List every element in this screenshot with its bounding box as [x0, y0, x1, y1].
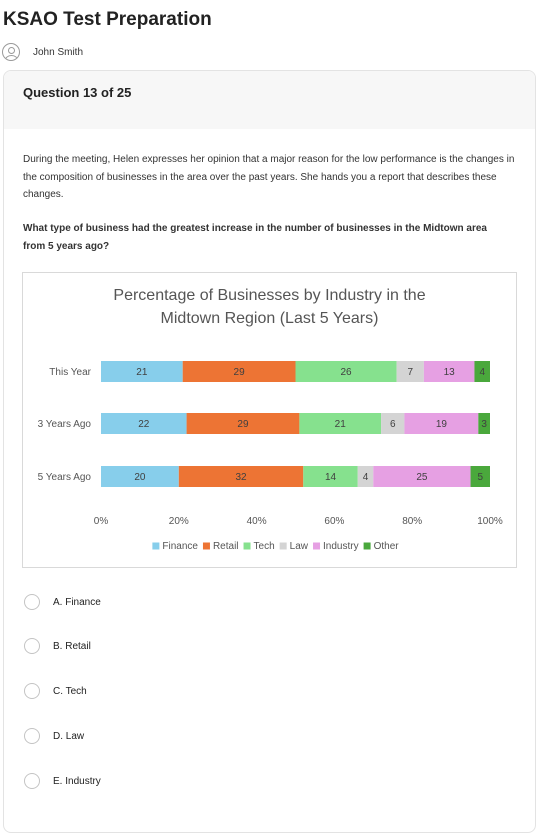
- option-c[interactable]: C. Tech: [24, 681, 324, 701]
- data-label-finance-this-year: 21: [136, 367, 148, 378]
- question-header: Question 13 of 25: [4, 71, 535, 129]
- legend-label-other: Other: [374, 541, 400, 552]
- bar-other-3-years-ago: [478, 413, 490, 434]
- bar-tech-this-year: [295, 361, 397, 382]
- user-info: John Smith: [2, 42, 83, 62]
- question-prompt: What type of business had the greatest i…: [23, 223, 487, 252]
- legend-swatch-law: [279, 542, 287, 550]
- category-label-this-year: This Year: [49, 367, 91, 378]
- bar-industry-this-year: [423, 361, 475, 382]
- data-label-industry-this-year: 13: [444, 367, 456, 378]
- chart-container: Percentage of Businesses by Industry in …: [22, 272, 517, 568]
- bar-retail-5-years-ago: [178, 466, 304, 487]
- data-label-other-5-years-ago: 5: [477, 472, 483, 483]
- data-label-industry-3-years-ago: 19: [436, 419, 448, 430]
- bar-tech-3-years-ago: [299, 413, 382, 434]
- option-label-c: C. Tech: [53, 685, 87, 697]
- option-a[interactable]: A. Finance: [24, 592, 324, 612]
- option-label-d: D. Law: [53, 730, 85, 742]
- user-circle-icon: [2, 43, 20, 61]
- user-name: John Smith: [33, 46, 84, 58]
- data-label-tech-this-year: 26: [341, 367, 353, 378]
- legend-swatch-industry: [313, 542, 321, 550]
- data-label-retail-3-years-ago: 29: [237, 419, 249, 430]
- question-passage: During the meeting, Helen expresses her …: [23, 154, 515, 200]
- bar-industry-5-years-ago: [373, 466, 471, 487]
- legend-label-retail: Retail: [213, 541, 239, 552]
- data-label-tech-5-years-ago: 14: [325, 472, 337, 483]
- data-label-other-this-year: 4: [479, 367, 485, 378]
- radio-button-a[interactable]: [24, 594, 40, 610]
- x-tick-label-3: 60%: [324, 516, 344, 527]
- bar-law-this-year: [396, 361, 424, 382]
- option-label-a: A. Finance: [53, 596, 101, 608]
- radio-button-b[interactable]: [24, 638, 40, 654]
- legend-label-industry: Industry: [323, 541, 359, 552]
- bar-law-5-years-ago: [357, 466, 374, 487]
- legend-swatch-tech: [243, 542, 251, 550]
- x-tick-label-0: 0%: [94, 516, 109, 527]
- data-label-other-3-years-ago: 3: [481, 419, 487, 430]
- data-label-industry-5-years-ago: 25: [416, 472, 428, 483]
- bar-retail-3-years-ago: [186, 413, 300, 434]
- option-b[interactable]: B. Retail: [24, 636, 324, 656]
- legend-label-tech: Tech: [254, 541, 275, 552]
- radio-button-e[interactable]: [24, 773, 40, 789]
- bar-other-5-years-ago: [470, 466, 490, 487]
- data-label-retail-5-years-ago: 32: [235, 472, 247, 483]
- x-tick-label-5: 100%: [477, 516, 503, 527]
- bar-finance-3-years-ago: [101, 413, 187, 434]
- option-label-b: B. Retail: [53, 640, 91, 652]
- legend-swatch-finance: [152, 542, 160, 550]
- x-tick-label-1: 20%: [169, 516, 189, 527]
- bar-other-this-year: [474, 361, 490, 382]
- question-number: Question 13 of 25: [23, 85, 132, 100]
- option-e[interactable]: E. Industry: [24, 771, 324, 791]
- legend-label-law: Law: [290, 541, 309, 552]
- data-label-finance-3-years-ago: 22: [138, 419, 150, 430]
- data-label-law-this-year: 7: [407, 367, 413, 378]
- stacked-bar-chart: This Year 21 29 26 7 13 4 3 Years Ago 22 29 21 6 19 3…: [38, 361, 503, 552]
- legend-swatch-retail: [202, 542, 210, 550]
- data-label-tech-3-years-ago: 21: [335, 419, 347, 430]
- data-label-finance-5-years-ago: 20: [134, 472, 146, 483]
- bar-finance-this-year: [101, 361, 183, 382]
- category-label-3-years-ago: 3 Years Ago: [38, 419, 92, 430]
- option-label-e: E. Industry: [53, 775, 101, 787]
- bar-law-3-years-ago: [381, 413, 405, 434]
- legend-label-finance: Finance: [162, 541, 198, 552]
- category-label-5-years-ago: 5 Years Ago: [38, 472, 92, 483]
- chart-title-line-1: Percentage of Businesses by Industry in …: [113, 287, 426, 304]
- radio-button-d[interactable]: [24, 728, 40, 744]
- app-title: KSAO Test Preparation: [3, 9, 212, 30]
- data-label-law-3-years-ago: 6: [390, 419, 396, 430]
- x-tick-label-2: 40%: [247, 516, 267, 527]
- bar-retail-this-year: [182, 361, 296, 382]
- legend-swatch-other: [363, 542, 371, 550]
- radio-button-c[interactable]: [24, 683, 40, 699]
- bar-finance-5-years-ago: [101, 466, 179, 487]
- bar-industry-3-years-ago: [404, 413, 479, 434]
- chart-title-line-2: Midtown Region (Last 5 Years): [160, 310, 379, 327]
- chart-title: Percentage of Businesses by Industry in …: [23, 284, 516, 330]
- option-d[interactable]: D. Law: [24, 726, 324, 746]
- question-card: Question 13 of 25 During the meeting, He…: [3, 70, 536, 833]
- bar-tech-5-years-ago: [303, 466, 358, 487]
- x-tick-label-4: 80%: [402, 516, 422, 527]
- data-label-retail-this-year: 29: [234, 367, 246, 378]
- data-label-law-5-years-ago: 4: [363, 472, 369, 483]
